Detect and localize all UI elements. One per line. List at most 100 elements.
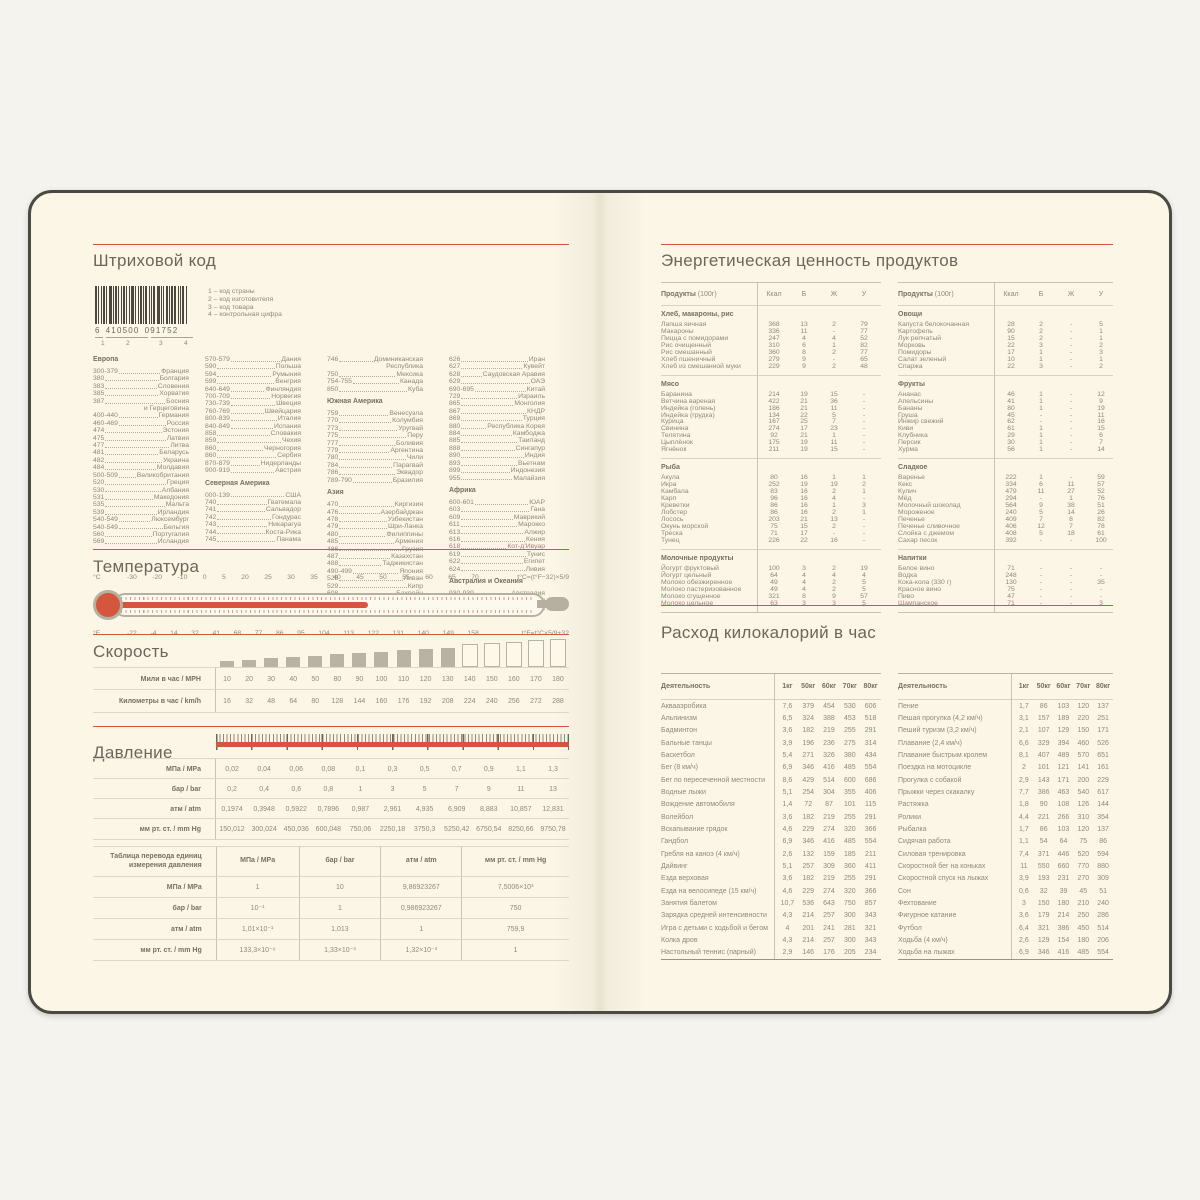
food-name: Йогурт фруктовый [661, 564, 719, 572]
barcode-entry: 484 Молдавия [93, 464, 189, 471]
speed-bar [330, 654, 345, 667]
conversion-value: 133,3×10⁻⁶ [215, 940, 299, 960]
barcode-bar [151, 286, 152, 324]
country-name: Филиппины [386, 530, 423, 538]
activity-header-label: Деятельность [898, 683, 948, 690]
speed-bar-cell [503, 641, 525, 667]
measure-row: мм рт. ст. / mm Hg 150,012 300,024 450,036 6… [93, 818, 569, 840]
energy-section: Сладкое Варенье 222 1-59 Кекс 334 6 11 57 Кулич 47… [898, 458, 1113, 549]
barcode-region-header: Европа [93, 356, 119, 363]
food-name: Молочный шоколад [898, 502, 961, 510]
measure-value: 11 [517, 785, 525, 793]
country-code: 626 [449, 356, 461, 363]
dotted-leader [461, 551, 526, 557]
food-value: 1 [862, 474, 866, 482]
barcode-entry: 540-549 Люксембург [93, 516, 189, 523]
dotted-leader [118, 516, 151, 523]
conversion-value: 10⁻¹ [215, 898, 299, 918]
calorie-value: 87 [825, 801, 833, 809]
conversion-value: 1,013 [298, 919, 381, 939]
thermometer-cap-join [537, 600, 547, 608]
energy-section-header: Мясо [661, 380, 680, 388]
speed-bar-cell [260, 658, 282, 667]
food-value: 17 [800, 529, 808, 537]
calorie-value: 550 [1037, 862, 1050, 870]
calorie-value: 103 [1057, 702, 1070, 710]
activity-name: Фехтование [898, 899, 937, 907]
dotted-leader [339, 417, 392, 424]
food-value: 1 [1039, 355, 1043, 363]
barcode-legend-line: 1 – код страны [208, 288, 255, 295]
pressure-ruler [216, 734, 569, 751]
energy-row: Печенье сливочное 406 12 7 78 [898, 523, 1113, 531]
calorie-row: Водные лыжи 5,1 254 304 355 406 [661, 786, 881, 798]
barcode-entry: 800-839 Италия [205, 415, 301, 422]
center-fold [555, 193, 645, 1011]
activity-name: Волейбол [661, 813, 694, 821]
food-value: 19 [830, 481, 838, 489]
calorie-value: 281 [843, 924, 856, 932]
calorie-value: 1,7 [1019, 825, 1029, 833]
food-value: - [1069, 592, 1073, 600]
measure-value: 300,024 [251, 825, 277, 833]
dotted-leader [217, 452, 277, 459]
calorie-value: 454 [823, 702, 835, 710]
energy-table-left: Продукты (100г) Ккал Б Ж У Хлеб, макароны, ри… [661, 282, 881, 613]
food-value: - [1099, 592, 1103, 600]
food-value: - [1069, 474, 1073, 482]
barcode-bar [186, 286, 187, 324]
calorie-value: 11 [1020, 862, 1028, 870]
barcode-entry: 629 ОАЭ [449, 378, 545, 385]
measure-value: 0,7896 [317, 805, 340, 813]
calorie-value: 171 [1097, 727, 1109, 735]
food-value: - [862, 418, 866, 426]
calorie-value: 360 [843, 862, 856, 870]
measure-value: 3 [390, 785, 395, 793]
measure-value: 140 [463, 675, 476, 683]
food-value: 8 [802, 592, 806, 600]
barcode-bar [149, 286, 150, 324]
calorie-value: 321 [864, 924, 877, 932]
country-name: Куба [408, 385, 423, 393]
fahrenheit-tick: 131 [392, 630, 404, 637]
section-divider [661, 244, 1113, 245]
dotted-leader [230, 408, 264, 414]
calorie-value: 453 [843, 714, 856, 722]
country-code: 599 [205, 378, 217, 386]
calories-col-header: 50кг [1036, 683, 1051, 690]
calorie-row: Скоростной бег на коньках 11 550 660 770 880 [898, 860, 1113, 872]
food-value: 229 [768, 362, 780, 370]
barcode-bar [103, 286, 105, 324]
food-value: 52 [1097, 488, 1105, 496]
celsius-tick: 70 [471, 574, 479, 581]
calorie-value: 600 [843, 776, 856, 784]
barcode-bar [106, 286, 107, 324]
conversion-value: 1,33×10⁻³ [298, 940, 381, 960]
country-name: Болгария [159, 375, 189, 383]
conversion-value: 1 [298, 898, 381, 918]
country-code: 870-879 [205, 459, 230, 467]
calorie-value: 450 [1077, 924, 1090, 932]
speed-bar-cell [437, 647, 459, 667]
energy-column-divider [757, 283, 758, 612]
dotted-leader [105, 494, 153, 500]
food-value: 1 [1099, 334, 1103, 342]
country-code: 479 [327, 523, 339, 531]
country-name: Кения [526, 535, 545, 543]
food-name: Индейка (грудка) [661, 411, 715, 419]
speed-bar [286, 657, 301, 667]
measure-value: 9750,78 [540, 825, 566, 833]
calorie-value: 407 [1037, 751, 1050, 759]
country-name: Республика Корея [487, 422, 545, 430]
thermometer-mercury [118, 602, 368, 608]
barcode-entry: 740 Гватемала [205, 499, 301, 506]
conversion-value: 7,5006×10³ [461, 877, 569, 897]
country-code: 480 [327, 530, 339, 538]
dotted-leader [105, 390, 159, 397]
food-value: 15 [1007, 334, 1015, 342]
food-value: 21 [800, 515, 808, 523]
dotted-leader [339, 425, 398, 431]
food-name: Кекс [898, 481, 913, 489]
barcode-entry: 780 Чили [327, 454, 423, 461]
food-value: 2 [832, 564, 836, 572]
